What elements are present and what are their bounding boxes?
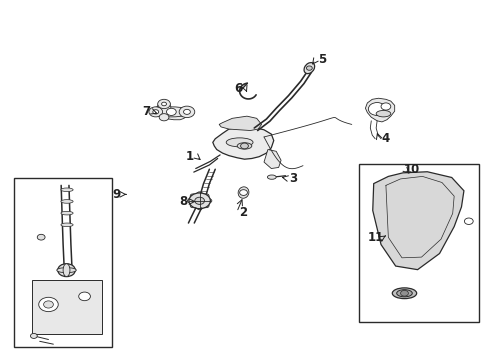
Ellipse shape	[150, 107, 192, 117]
Circle shape	[58, 264, 75, 276]
Text: 10: 10	[403, 163, 419, 176]
Circle shape	[306, 66, 312, 70]
Circle shape	[239, 190, 247, 195]
Circle shape	[161, 102, 166, 106]
Circle shape	[166, 108, 176, 116]
Ellipse shape	[157, 101, 170, 116]
Circle shape	[159, 114, 168, 121]
Circle shape	[62, 267, 70, 273]
Ellipse shape	[61, 211, 73, 215]
Circle shape	[43, 301, 53, 308]
Text: 9: 9	[112, 188, 120, 201]
Text: 11: 11	[367, 231, 384, 244]
Ellipse shape	[61, 200, 73, 203]
Circle shape	[158, 99, 170, 109]
Circle shape	[188, 193, 210, 209]
Text: 1: 1	[185, 150, 194, 163]
Circle shape	[39, 297, 58, 312]
Polygon shape	[372, 172, 463, 270]
Bar	[14, 178, 112, 347]
Ellipse shape	[304, 63, 314, 74]
Ellipse shape	[57, 267, 76, 273]
Bar	[358, 164, 478, 321]
Circle shape	[79, 292, 90, 301]
Polygon shape	[32, 280, 102, 334]
Ellipse shape	[61, 188, 73, 192]
Circle shape	[149, 107, 162, 117]
Polygon shape	[151, 105, 186, 120]
Circle shape	[179, 106, 194, 118]
Text: 6: 6	[234, 82, 242, 95]
Ellipse shape	[190, 194, 209, 208]
Polygon shape	[219, 116, 261, 131]
Circle shape	[400, 291, 407, 296]
Circle shape	[183, 109, 190, 114]
Ellipse shape	[267, 175, 276, 179]
Polygon shape	[264, 149, 281, 168]
Circle shape	[380, 103, 390, 110]
Ellipse shape	[63, 264, 70, 276]
Circle shape	[240, 143, 248, 149]
Text: 5: 5	[318, 53, 326, 66]
Circle shape	[367, 103, 385, 116]
Ellipse shape	[237, 143, 251, 149]
Circle shape	[30, 333, 37, 338]
Circle shape	[153, 110, 158, 114]
Ellipse shape	[391, 288, 416, 299]
Text: 4: 4	[381, 132, 389, 145]
Polygon shape	[212, 127, 273, 159]
Ellipse shape	[187, 197, 211, 205]
Ellipse shape	[375, 111, 390, 117]
Circle shape	[464, 218, 472, 225]
Circle shape	[37, 234, 45, 240]
Ellipse shape	[194, 192, 204, 210]
Text: 8: 8	[179, 195, 187, 208]
Ellipse shape	[396, 290, 411, 297]
Ellipse shape	[226, 138, 252, 147]
Ellipse shape	[61, 223, 73, 226]
Text: 7: 7	[142, 105, 150, 118]
Polygon shape	[365, 98, 394, 122]
Ellipse shape	[238, 187, 248, 198]
Ellipse shape	[190, 194, 209, 208]
Text: 2: 2	[239, 206, 247, 219]
Circle shape	[194, 197, 204, 204]
Text: 3: 3	[288, 172, 297, 185]
